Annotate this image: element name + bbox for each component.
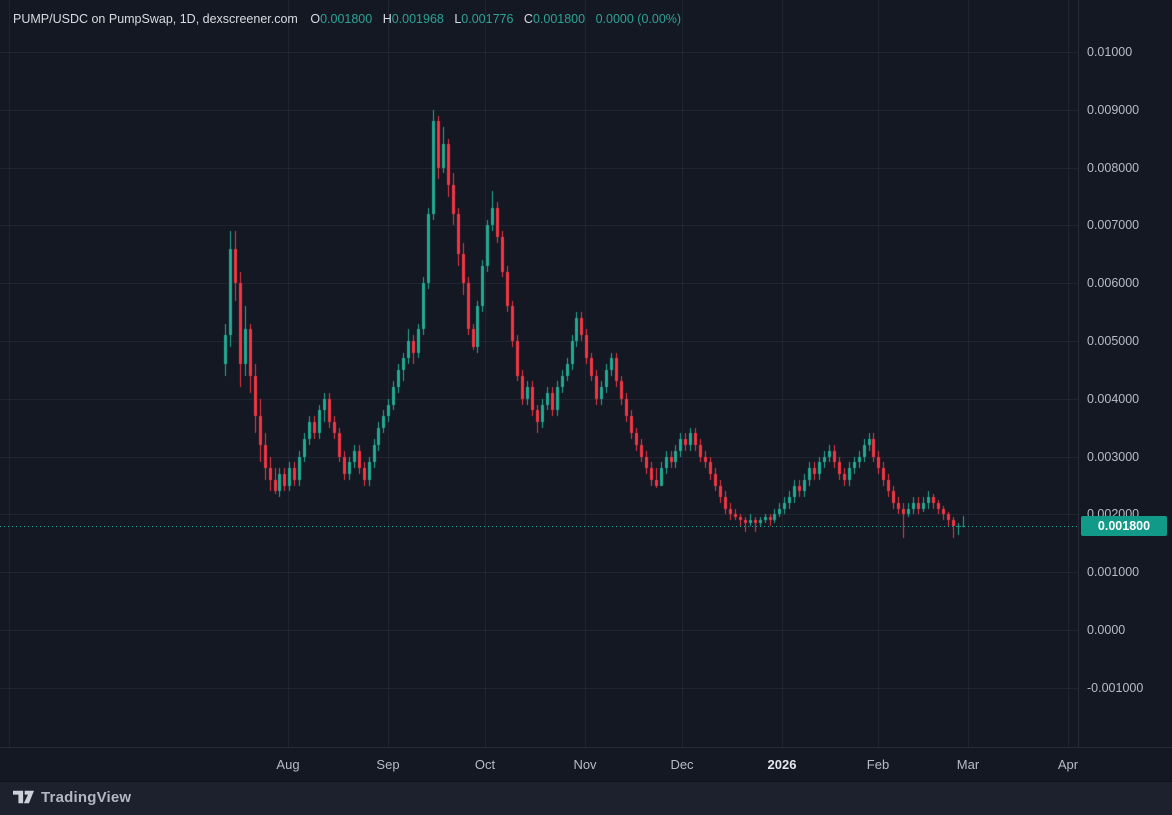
change-absolute: 0.0000 (595, 12, 634, 26)
ohlc-high: H0.001968 (382, 12, 444, 26)
price-tick-label: 0.004000 (1087, 392, 1140, 406)
ohlc-low: L0.001776 (454, 12, 514, 26)
time-tick-label: Mar (956, 757, 980, 772)
price-tick-label: 0.009000 (1087, 103, 1140, 117)
change-percent: (0.00%) (637, 12, 682, 26)
price-tick-label: 0.008000 (1087, 161, 1140, 175)
chart-pane: PUMP/USDC on PumpSwap, 1D, dexscreener.c… (0, 0, 1078, 747)
price-tick-label: 0.007000 (1087, 218, 1140, 232)
current-price-line (0, 526, 1078, 527)
time-tick-label: Nov (573, 757, 597, 772)
symbol-title: PUMP/USDC on PumpSwap, 1D, dexscreener.c… (13, 12, 298, 26)
tradingview-logo-icon (13, 790, 34, 804)
candlestick-chart-canvas[interactable] (0, 0, 1078, 747)
price-tick-label: 0.005000 (1087, 334, 1140, 348)
time-tick-label: Apr (1057, 757, 1078, 772)
tradingview-attribution-link[interactable]: TradingView (13, 788, 131, 806)
time-tick-label: Oct (474, 757, 496, 772)
time-axis-labels: Aug Sep Oct Nov Dec 2026 Feb Mar Apr (0, 748, 1078, 782)
price-tick-label: 0.003000 (1087, 450, 1140, 464)
time-axis[interactable]: Aug Sep Oct Nov Dec 2026 Feb Mar Apr (0, 747, 1172, 782)
brand-name: TradingView (41, 788, 132, 806)
current-price-label: 0.001800 (1081, 516, 1167, 536)
ohlc-open: O0.001800 (310, 12, 373, 26)
chart-legend[interactable]: PUMP/USDC on PumpSwap, 1D, dexscreener.c… (13, 12, 681, 27)
price-tick-label: 0.0000 (1087, 623, 1126, 637)
price-axis[interactable]: 0.001800 0.01000 0.009000 0.008000 0.007000… (1078, 0, 1172, 781)
price-tick-label: -0.001000 (1087, 681, 1144, 695)
time-tick-label: Sep (376, 757, 400, 772)
time-tick-label: Aug (276, 757, 300, 772)
price-tick-label: 0.01000 (1087, 45, 1133, 59)
attribution-bar: TradingView (0, 781, 1172, 815)
ohlc-close: C0.001800 (523, 12, 586, 26)
time-tick-label: Dec (670, 757, 694, 772)
price-tick-label: 0.006000 (1087, 276, 1140, 290)
time-tick-label: Feb (866, 757, 890, 772)
time-tick-label: 2026 (767, 757, 797, 772)
price-tick-label: 0.001000 (1087, 565, 1140, 579)
